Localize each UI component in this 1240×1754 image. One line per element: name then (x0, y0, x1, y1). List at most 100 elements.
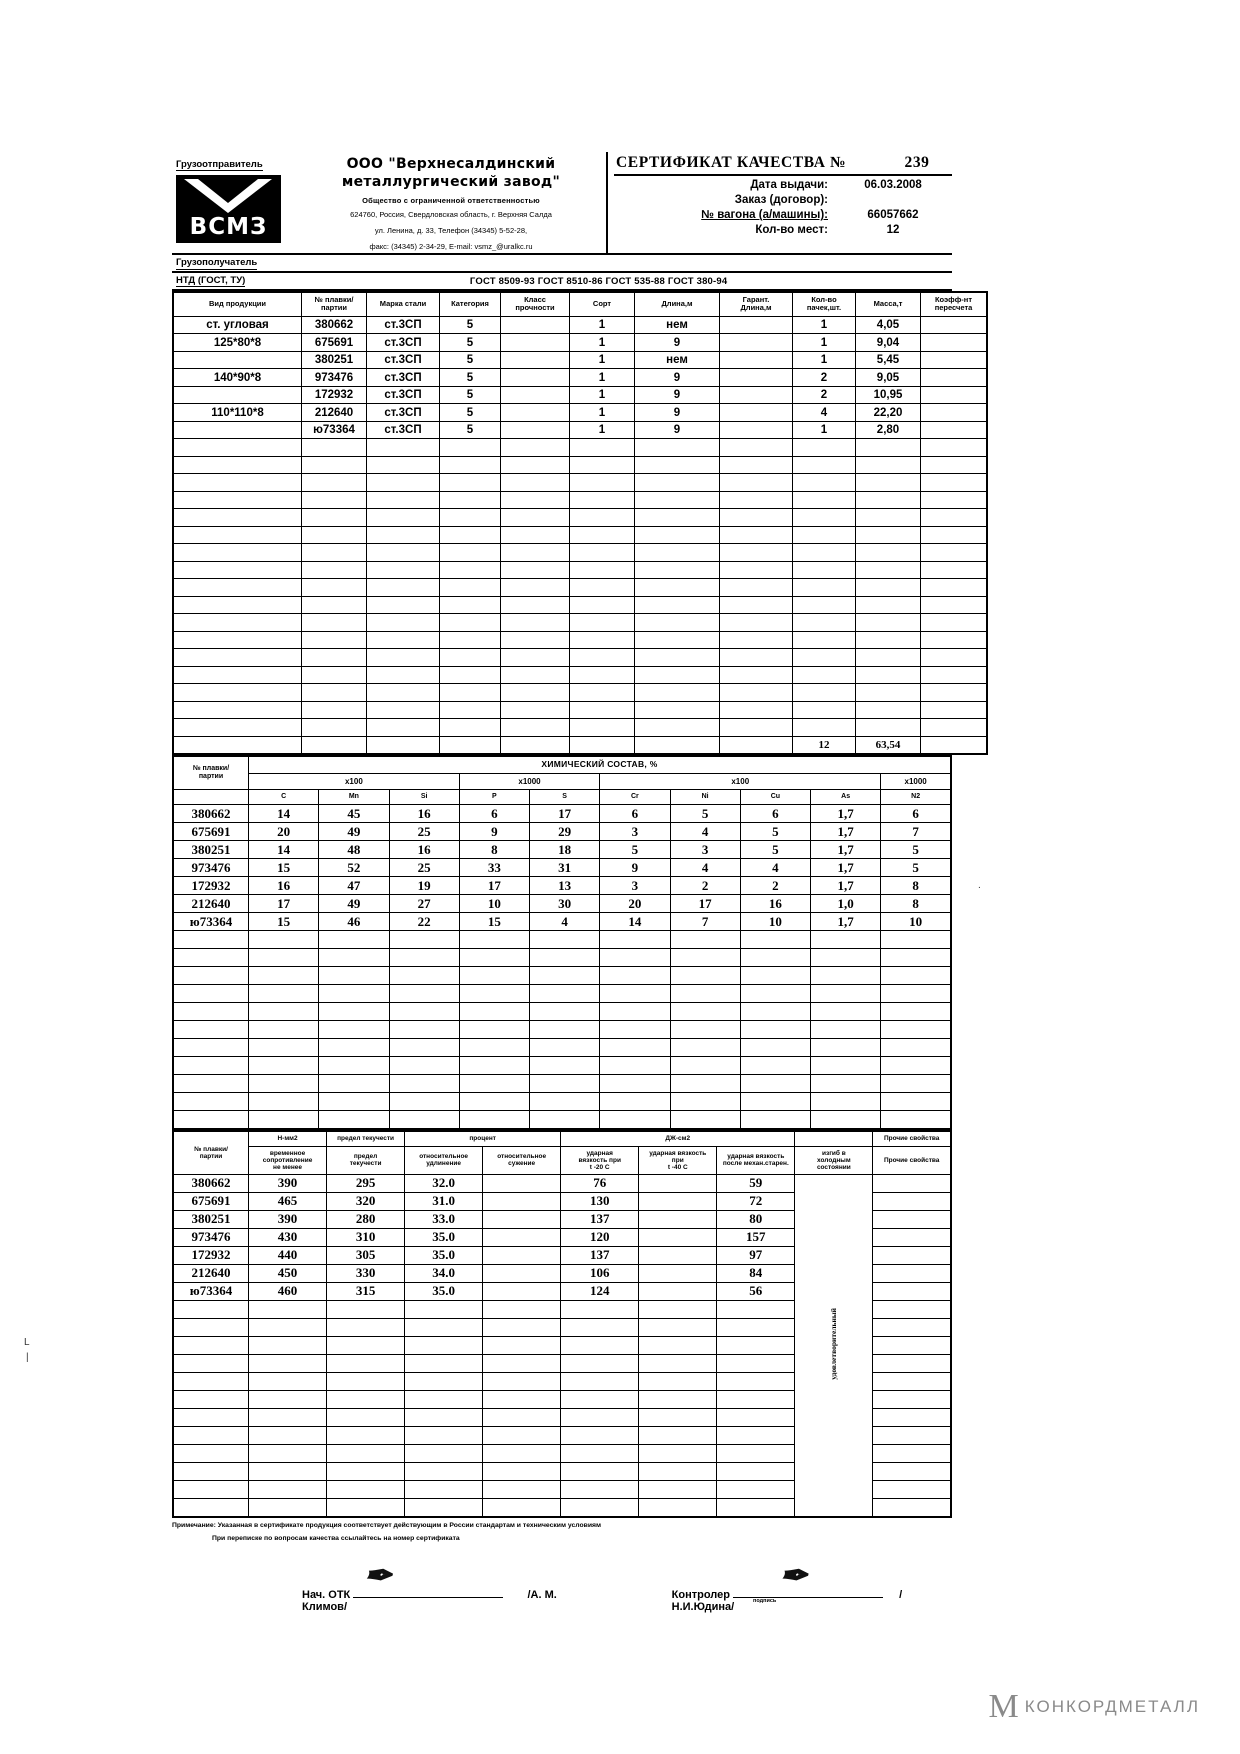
cell-empty (172, 1299, 249, 1319)
cell-empty (301, 735, 367, 755)
cert-field-0: Дата выдачи: 06.03.2008 (614, 179, 952, 191)
cell-empty (318, 1092, 390, 1112)
cell-product: 110*110*8 (172, 403, 302, 422)
cell-empty (716, 1479, 796, 1499)
cell-empty (247, 1074, 320, 1094)
cell-empty (500, 700, 570, 720)
cell-empty (855, 525, 921, 545)
chem-row: 380251 14 48 16 8 18 5 3 5 1,7 5 (172, 840, 952, 860)
chem-row-empty (172, 948, 952, 968)
chem-row-empty (172, 1020, 952, 1040)
margin-tick-left: L (24, 1337, 30, 1348)
cell-empty (458, 1056, 531, 1076)
product-table-header-row: Вид продукции № плавки/партии Марка стали К… (172, 291, 988, 317)
chem-value-Cr: 14 (599, 912, 671, 932)
cell-empty (458, 966, 531, 986)
cell-empty (634, 700, 720, 720)
cell-empty (172, 718, 302, 737)
cell-empty (247, 1092, 320, 1112)
cell-empty (920, 630, 988, 650)
chem-value-S: 4 (528, 912, 601, 932)
cell-empty (247, 1317, 328, 1337)
mech-other-props (872, 1191, 952, 1211)
cell-empty (855, 648, 921, 667)
cell-empty (388, 948, 460, 968)
chem-value-C: 17 (247, 894, 320, 914)
mech-value-3 (482, 1263, 562, 1283)
certificate-title: СЕРТИФИКАТ КАЧЕСТВА № (616, 154, 847, 171)
cell-length: нем (634, 315, 720, 335)
chem-element-As: As (809, 789, 882, 806)
cell-empty (326, 1353, 406, 1373)
chem-row-empty (172, 1056, 952, 1076)
cell-empty (172, 578, 302, 597)
cell-empty (792, 665, 856, 685)
cell-empty (855, 665, 921, 685)
cell-empty (569, 735, 635, 755)
cell-empty (716, 1407, 796, 1427)
cell-empty (172, 683, 302, 702)
cell-empty (739, 1074, 812, 1094)
cell-empty (920, 455, 988, 475)
chem-row-empty (172, 1074, 952, 1094)
cell-strength_class (500, 368, 570, 387)
cell-empty (326, 1389, 406, 1409)
cell-empty (247, 1389, 328, 1409)
cell-empty (599, 1056, 671, 1076)
cell-empty (439, 508, 501, 527)
cell-empty (855, 718, 921, 737)
chem-value-Si: 16 (388, 840, 460, 860)
mech-heat-number: 675691 (172, 1191, 249, 1211)
cell-empty (880, 1056, 952, 1076)
cell-empty (301, 560, 367, 580)
mech-group-djcm2: ДЖ-см2 (560, 1130, 796, 1147)
cell-empty (172, 948, 249, 968)
cell-empty (388, 1110, 460, 1130)
cell-empty (326, 1479, 406, 1499)
cell-empty (172, 630, 302, 650)
cell-heat: ю73364 (301, 420, 367, 440)
cell-empty (172, 1389, 249, 1409)
cell-empty (920, 683, 988, 702)
cell-empty (809, 1074, 882, 1094)
cell-empty (792, 578, 856, 597)
cell-empty (301, 718, 367, 737)
cell-empty (247, 1020, 320, 1040)
mech-col-header-0: временное сопротивление не менее (247, 1145, 328, 1175)
chem-value-C: 16 (247, 876, 320, 896)
cell-empty (739, 1092, 812, 1112)
cell-empty (366, 735, 440, 755)
cell-heat: 973476 (301, 368, 367, 387)
cell-coef (920, 333, 988, 352)
cell-empty (172, 1317, 249, 1337)
product-col-header: Марка стали (366, 291, 440, 317)
chem-value-Si: 25 (388, 822, 460, 842)
mech-value-1: 310 (326, 1227, 406, 1247)
mech-value-2: 35.0 (404, 1227, 484, 1247)
chem-row-empty (172, 930, 952, 950)
chem-value-N2: 7 (880, 822, 952, 842)
cell-empty (569, 438, 635, 457)
cell-empty (366, 648, 440, 667)
cell-empty (855, 595, 921, 615)
chem-value-C: 14 (247, 804, 320, 824)
cell-empty (719, 473, 793, 492)
cell-empty (482, 1479, 562, 1499)
cell-empty (792, 560, 856, 580)
cell-empty (500, 718, 570, 737)
cell-empty (301, 473, 367, 492)
cell-empty (326, 1461, 406, 1481)
cell-empty (326, 1443, 406, 1463)
cell-product: 125*80*8 (172, 333, 302, 352)
chem-id-header: № плавки/партии (172, 755, 249, 791)
mech-value-3 (482, 1173, 562, 1193)
cell-empty (855, 543, 921, 562)
cell-empty (739, 1038, 812, 1058)
cell-heat: 172932 (301, 385, 367, 405)
cell-category: 5 (439, 368, 501, 387)
cell-empty (388, 1002, 460, 1022)
cell-empty (872, 1353, 952, 1373)
cell-empty (404, 1407, 484, 1427)
cell-empty (172, 1371, 249, 1391)
chem-row: 380662 14 45 16 6 17 6 5 6 1,7 6 (172, 804, 952, 824)
